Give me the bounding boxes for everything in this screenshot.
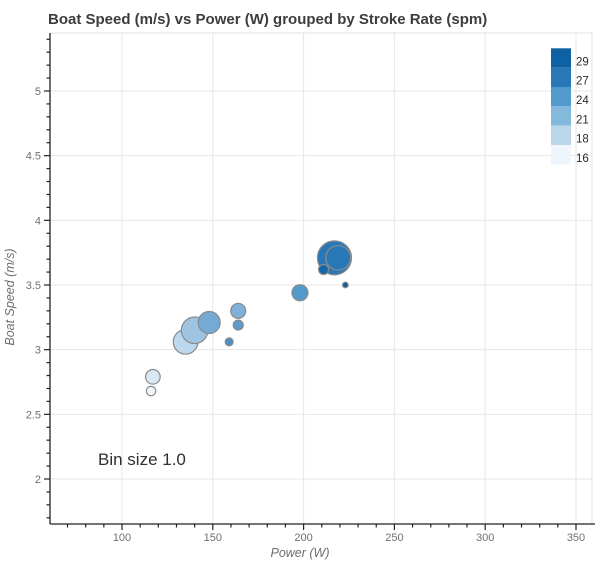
legend-swatch	[551, 87, 571, 107]
x-tick-label: 250	[385, 532, 403, 544]
axis-ticks	[44, 38, 577, 530]
data-point	[145, 385, 157, 397]
data-point	[224, 337, 234, 347]
legend-label: 16	[576, 153, 589, 165]
x-tick-label: 100	[113, 532, 131, 544]
data-point	[230, 302, 247, 319]
y-tick-label: 3.5	[26, 280, 41, 292]
y-tick-label: 3	[35, 345, 41, 357]
y-tick-label: 5	[35, 86, 41, 98]
legend-label: 24	[576, 95, 589, 107]
legend-label: 21	[576, 114, 589, 126]
data-point	[291, 284, 309, 302]
legend-label: 27	[576, 76, 589, 88]
bin-size-annotation: Bin size 1.0	[98, 450, 186, 469]
data-point	[232, 319, 244, 331]
legend-swatch	[551, 48, 571, 68]
data-point	[317, 263, 330, 276]
data-point	[197, 310, 221, 335]
x-axis-title: Power (W)	[270, 546, 329, 560]
y-axis-title: Boat Speed (m/s)	[3, 248, 17, 345]
x-tick-label: 200	[294, 532, 312, 544]
legend-swatch	[551, 125, 571, 146]
data-point	[144, 368, 161, 385]
legend-label: 18	[576, 134, 589, 146]
y-tick-label: 2	[35, 474, 41, 486]
chart-title: Boat Speed (m/s) vs Power (W) grouped by…	[48, 11, 487, 28]
data-point	[341, 281, 349, 289]
y-tick-label: 4	[35, 215, 41, 227]
legend-swatch	[551, 106, 571, 126]
gridlines	[50, 33, 592, 524]
y-tick-label: 4.5	[26, 151, 41, 163]
legend-label: 29	[576, 56, 589, 68]
data-point	[325, 244, 352, 271]
legend-swatch	[551, 145, 571, 165]
x-tick-label: 300	[476, 532, 494, 544]
legend-swatch	[551, 67, 571, 87]
legend-colorbar: 29 27 24 21 18 16	[551, 48, 589, 165]
y-tick-label: 2.5	[26, 409, 41, 421]
x-tick-label: 350	[567, 532, 585, 544]
x-tick-label: 150	[204, 532, 222, 544]
data-points	[144, 240, 353, 397]
plot-borders	[49, 32, 595, 525]
tick-labels: 100 150 200 250 300 350 2 2.5 3 3.5 4 4.5 5	[26, 86, 585, 544]
